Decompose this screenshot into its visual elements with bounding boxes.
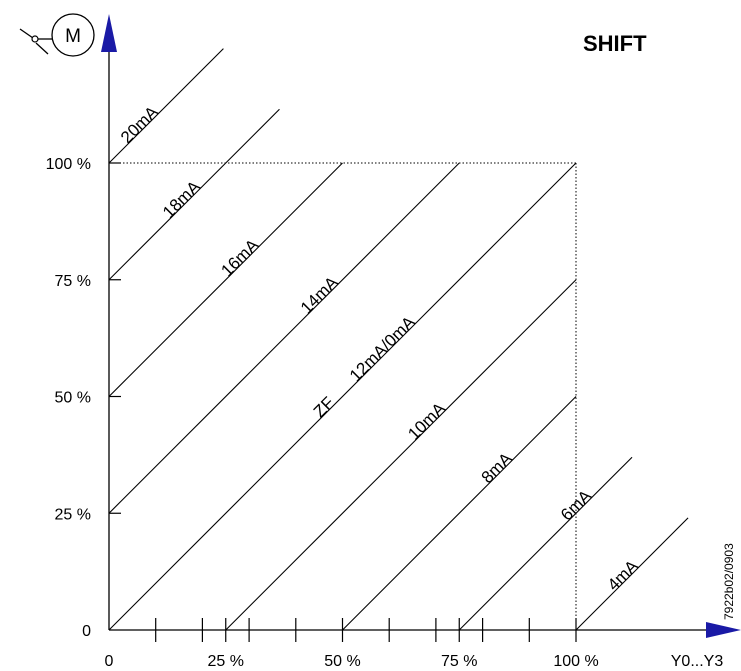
shift-line-7 (458, 456, 633, 631)
shift-line-4 (108, 162, 577, 631)
y-tick-label-0: 0 (82, 623, 91, 640)
shift-line-label-4: 12mA/0mA (346, 312, 419, 385)
shift-line-5 (225, 279, 577, 631)
shift-line-2 (108, 162, 343, 397)
shift-line-3 (108, 162, 460, 514)
shift-line-label-1: 18mA (159, 177, 204, 222)
motor-icon: M (19, 13, 95, 57)
y-tick-label-1: 25 % (55, 506, 91, 523)
x-tick-label-0: 0 (105, 653, 114, 670)
shift-line-label-0: 20mA (117, 102, 162, 147)
chart-title: SHIFT (583, 31, 647, 56)
x-tick-label-3: 75 % (441, 653, 477, 670)
shift-line-label-7: 6mA (557, 486, 596, 525)
shift-line-label-5: 10mA (404, 398, 449, 443)
y-tick-label-4: 100 % (46, 156, 91, 173)
shift-line-label-3: 14mA (297, 272, 342, 317)
motor-letter: M (65, 26, 81, 47)
grid-layer (109, 162, 577, 630)
y-axis-arrow-icon (101, 14, 117, 52)
reference-code: 7922b02/0903 (722, 543, 736, 620)
x-axis-arrow-icon (706, 622, 741, 638)
shift-line-8 (575, 517, 689, 631)
x-axis-label: Y0...Y3 (671, 653, 724, 670)
shift-lines (108, 48, 689, 631)
shift-line-1 (108, 108, 280, 281)
shift-line-0 (108, 48, 224, 164)
y-tick-label-2: 50 % (55, 390, 91, 407)
axes (101, 14, 741, 642)
shift-line-label-8: 4mA (604, 556, 643, 595)
x-tick-label-2: 50 % (324, 653, 360, 670)
y-tick-label-3: 75 % (55, 273, 91, 290)
x-tick-label-1: 25 % (208, 653, 244, 670)
x-tick-label-4: 100 % (553, 653, 598, 670)
shift-line-label-2: 16mA (217, 235, 262, 280)
labels: 0 25 % 50 % 75 % 100 % Y0...Y3 0 25 % 50 % 75 % 10… (46, 102, 724, 670)
shift-line-label-6: 8mA (478, 448, 517, 487)
zf-label: ZF (310, 393, 338, 421)
shift-line-6 (342, 396, 577, 631)
